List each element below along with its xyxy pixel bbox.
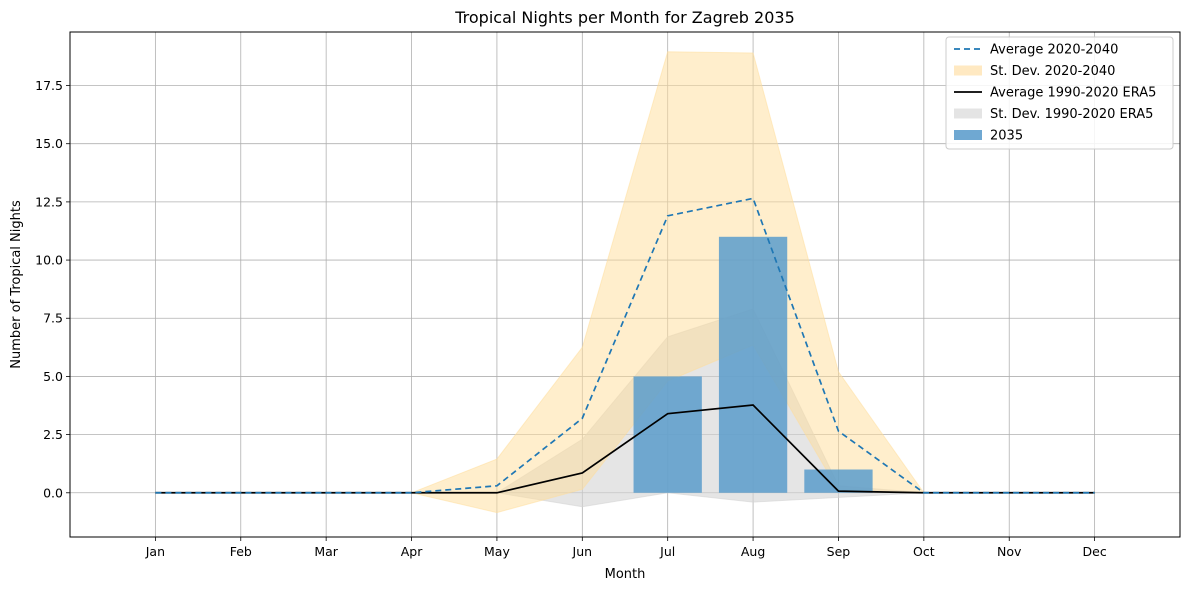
band-st-dev-2020-2040 [155, 51, 1095, 514]
y-tick-label: 10.0 [35, 253, 63, 268]
x-tick-label: Jan [145, 544, 165, 559]
bars [633, 236, 873, 493]
y-tick-label: 2.5 [43, 427, 63, 442]
legend-box [945, 36, 1174, 150]
legend-item-2035-label: 2035 [990, 129, 1023, 144]
y-tick-label: 7.5 [43, 311, 63, 326]
x-axis-label: Month [605, 567, 646, 582]
y-tick-label: 5.0 [43, 369, 63, 384]
legend-item-2035-swatch [954, 130, 982, 140]
legend-item-st-dev-1990-2020-era5-swatch [954, 108, 982, 119]
x-tick-label: Mar [314, 544, 338, 559]
x-tick-label: Jul [659, 544, 675, 559]
legend-item-st-dev-1990-2020-era5-label: St. Dev. 1990-2020 ERA5 [990, 107, 1153, 122]
x-tick-label: May [484, 544, 510, 559]
legend-item-average-1990-2020-era5-label: Average 1990-2020 ERA5 [990, 86, 1156, 101]
x-tick-label: Dec [1083, 544, 1107, 559]
bar-jul [633, 376, 702, 493]
line-average-2020-2040 [155, 197, 1095, 494]
y-axis-label: Number of Tropical Nights [9, 200, 24, 369]
legend-item-st-dev-2020-2040-swatch [954, 65, 982, 76]
x-tick-label: Feb [230, 544, 252, 559]
x-tick-label: Jun [572, 544, 593, 559]
x-tick-label: Oct [913, 544, 935, 559]
legend: Average 2020-2040 St. Dev. 2020-2040 Avera… [945, 36, 1174, 150]
bar-sep [804, 469, 873, 493]
y-axis-ticks: 0.0 2.5 5.0 7.5 10.0 12.5 15.0 17.5 [35, 78, 70, 500]
y-tick-label: 12.5 [35, 194, 63, 209]
y-tick-label: 15.0 [35, 136, 63, 151]
chart-title: Tropical Nights per Month for Zagreb 203… [454, 8, 795, 27]
x-tick-label: Sep [827, 544, 851, 559]
x-tick-label: Nov [997, 544, 1022, 559]
y-tick-label: 17.5 [35, 78, 63, 93]
x-tick-label: Aug [741, 544, 765, 559]
y-tick-label: 0.0 [43, 485, 63, 500]
x-axis-ticks: Jan Feb Mar Apr May Jun Jul Aug Sep Oct Nov Dec [145, 537, 1107, 559]
plot-frame [69, 31, 1181, 538]
legend-item-average-2020-2040-label: Average 2020-2040 [990, 43, 1118, 58]
x-tick-label: Apr [401, 544, 423, 559]
lines [155, 197, 1095, 494]
bar-aug [718, 236, 788, 493]
legend-item-st-dev-2020-2040-label: St. Dev. 2020-2040 [990, 64, 1115, 79]
